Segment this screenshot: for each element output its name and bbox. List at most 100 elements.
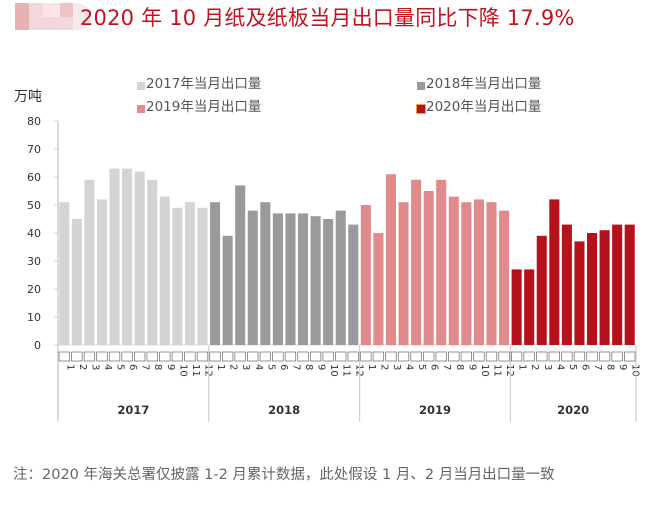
x-tick-label: 7 xyxy=(290,364,301,370)
bar-2020-2 xyxy=(524,269,535,345)
x-tick-label: 9 xyxy=(466,364,477,370)
bar-2017-1 xyxy=(59,202,70,345)
bar-2019-10 xyxy=(473,199,484,345)
x-tick-box xyxy=(146,351,158,362)
legend-label-2017: 2017年当月出口量 xyxy=(146,76,262,92)
x-tick-label: 5 xyxy=(115,364,126,370)
x-tick-box xyxy=(573,351,586,362)
bar-2020-1 xyxy=(511,269,522,345)
x-tick-box xyxy=(372,351,385,362)
legend-swatch-2018 xyxy=(417,82,425,90)
x-tick-box xyxy=(259,351,271,362)
x-tick-box xyxy=(435,351,447,362)
x-tick-label: 2 xyxy=(529,364,540,370)
legend-item-2017: 2017年当月出口量 xyxy=(137,72,261,92)
x-tick-box xyxy=(134,351,146,362)
bar-2020-8 xyxy=(599,230,610,345)
x-tick-label: 3 xyxy=(542,364,553,370)
x-tick-label: 6 xyxy=(429,364,440,370)
y-tick-label: 50 xyxy=(27,199,41,212)
x-tick-box xyxy=(385,351,397,362)
x-tick-label: 1 xyxy=(366,364,377,370)
bar-2019-7 xyxy=(436,179,447,345)
bar-2017-11 xyxy=(184,202,195,345)
bar-2019-5 xyxy=(411,179,422,345)
x-tick-box xyxy=(586,351,598,362)
x-tick-label: 11 xyxy=(492,364,503,377)
x-tick-label: 8 xyxy=(152,364,163,370)
bar-2020-4 xyxy=(549,199,560,345)
x-tick-box xyxy=(184,351,196,362)
x-tick-label: 1 xyxy=(517,364,528,370)
bar-2018-5 xyxy=(260,202,271,345)
bar-2019-1 xyxy=(360,205,371,345)
x-tick-box xyxy=(548,351,560,362)
bar-2020-6 xyxy=(574,241,585,345)
footnote: 注：2020 年海关总署仅披露 1-2 月累计数据，此处假设 1 月、2 月当月… xyxy=(13,467,555,483)
x-year-label-2020: 2020 xyxy=(557,403,589,417)
x-year-label-2019: 2019 xyxy=(419,403,451,417)
bar-2018-9 xyxy=(310,216,321,345)
x-tick-box xyxy=(159,351,171,362)
legend-label-2020: 2020年当月出口量 xyxy=(426,99,542,115)
x-tick-box xyxy=(309,351,322,362)
x-tick-box xyxy=(460,351,473,362)
bar-2019-2 xyxy=(373,233,384,345)
x-tick-box xyxy=(410,351,422,362)
legend-swatch-2020 xyxy=(416,104,426,114)
bar-2019-8 xyxy=(448,196,459,345)
bar-2018-8 xyxy=(297,213,309,345)
y-tick-label: 80 xyxy=(27,115,41,128)
x-tick-label: 4 xyxy=(554,364,565,370)
x-tick-label: 12 xyxy=(353,364,364,377)
legend-item-2019: 2019年当月出口量 xyxy=(137,95,261,115)
bar-2019-6 xyxy=(423,191,434,345)
x-tick-label: 5 xyxy=(265,364,276,370)
x-tick-box xyxy=(196,351,209,362)
bar-2019-9 xyxy=(461,202,472,345)
x-tick-label: 3 xyxy=(240,364,251,370)
bar-2018-1 xyxy=(210,202,221,345)
x-tick-label: 10 xyxy=(630,364,641,377)
bar-2017-5 xyxy=(109,168,120,345)
x-tick-label: 6 xyxy=(278,364,289,370)
x-tick-box xyxy=(108,351,121,362)
x-tick-box xyxy=(536,351,548,362)
x-tick-box xyxy=(523,351,535,362)
x-tick-label: 10 xyxy=(479,364,490,377)
x-tick-label: 1 xyxy=(215,364,226,370)
x-tick-label: 5 xyxy=(416,364,427,370)
x-tick-box xyxy=(121,351,133,362)
x-tick-box xyxy=(397,351,410,362)
bar-2017-7 xyxy=(134,171,145,345)
y-tick-label: 20 xyxy=(27,283,41,296)
bar-2018-2 xyxy=(222,235,233,345)
x-tick-label: 3 xyxy=(391,364,402,370)
y-tick-label: 40 xyxy=(27,227,41,240)
x-tick-label: 2 xyxy=(228,364,239,370)
x-tick-box xyxy=(335,351,347,362)
y-tick-label: 0 xyxy=(34,339,41,352)
x-tick-box xyxy=(58,351,70,362)
x-tick-label: 2 xyxy=(378,364,389,370)
legend-swatch-2019 xyxy=(137,105,145,113)
x-tick-label: 6 xyxy=(579,364,590,370)
x-year-label-2017: 2017 xyxy=(117,403,149,417)
x-tick-label: 10 xyxy=(177,364,188,377)
x-tick-label: 9 xyxy=(617,364,628,370)
x-tick-label: 8 xyxy=(454,364,465,370)
legend-swatch-2017 xyxy=(137,82,145,90)
x-tick-box xyxy=(71,351,83,362)
x-tick-box xyxy=(448,351,460,362)
x-tick-label: 7 xyxy=(140,364,151,370)
bar-2017-10 xyxy=(172,207,183,345)
x-tick-label: 4 xyxy=(102,364,113,370)
x-tick-box xyxy=(360,351,372,362)
bar-2017-3 xyxy=(84,179,95,345)
x-tick-box xyxy=(284,351,297,362)
x-tick-label: 12 xyxy=(203,364,214,377)
x-tick-box xyxy=(209,351,221,362)
x-tick-box xyxy=(485,351,498,362)
bar-2019-3 xyxy=(385,174,397,345)
